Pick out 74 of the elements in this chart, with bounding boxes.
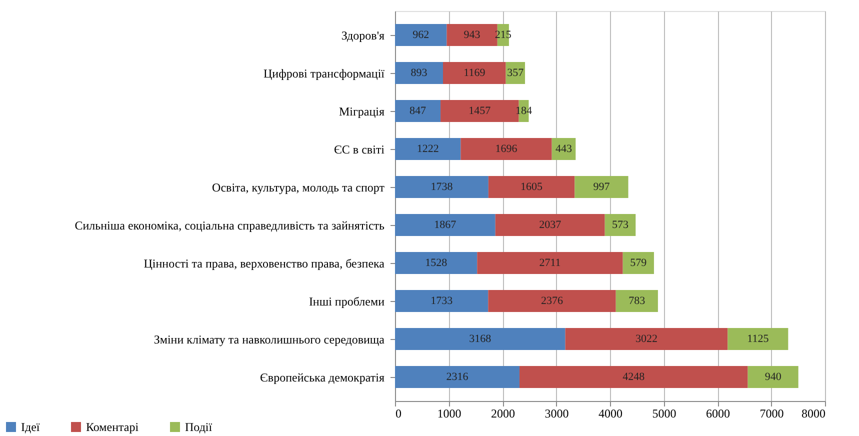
bar [395,138,461,160]
bar [477,252,623,274]
data-label: 2037 [539,219,562,231]
y-tick-label: Зміни клімату та навколишнього середовища [154,332,386,346]
bar [395,252,478,274]
x-tick-label: 5000 [652,406,676,420]
x-tick-label: 8000 [802,406,826,420]
bar [395,290,488,312]
data-label: 579 [630,257,648,269]
y-tick-label: Інші проблеми [308,294,386,308]
y-tick-label: Цінності та права, верховенство права, безпека [144,256,386,270]
data-label: 1457 [468,105,492,117]
bar [574,176,628,198]
bar [443,62,506,84]
y-tick-label: Цифрові трансформації [264,66,386,80]
bar [565,328,728,350]
data-label: 1528 [425,257,448,269]
bar [604,214,636,236]
y-tick-label: Європейська демократія [260,370,385,384]
bar [395,62,443,84]
x-tick-label: 1000 [437,406,462,420]
data-label: 1733 [430,295,454,307]
bar [395,176,488,198]
data-label: 893 [410,67,428,79]
data-label: 1738 [430,181,454,193]
data-label: 1696 [495,143,518,155]
legend-label: Події [185,420,213,434]
data-label: 1169 [464,67,486,79]
y-tick-label: Міграція [338,104,385,118]
bar [395,24,447,46]
data-label: 943 [464,29,481,41]
x-tick-label: 7000 [760,406,784,420]
data-label: 2711 [539,257,561,269]
bar [395,366,520,388]
bar [488,176,575,198]
legend-label: Коментарі [86,420,140,434]
y-tick-label: Сильніша економіка, соціальна справедливість та зайнятість [74,218,386,232]
legend-label: Ідеї [21,420,40,434]
bar [519,366,748,388]
data-label: 1222 [416,143,439,155]
data-label: 1605 [520,181,544,193]
bar [728,328,788,350]
data-label: 962 [412,29,430,41]
y-tick-label: Освіта, культура, молодь та спорт [212,180,386,194]
bar [622,252,654,274]
data-label: 443 [556,143,572,155]
data-label: 3022 [635,333,658,345]
bar [395,328,566,350]
data-label: 357 [507,67,524,79]
bar [395,214,496,236]
bar [395,100,441,122]
bar [488,290,616,312]
data-label: 3168 [469,333,492,345]
data-label: 573 [612,219,629,231]
y-tick-label: ЄС в світі [334,142,386,156]
bar [616,290,658,312]
y-tick-label: Здоров'я [341,28,385,42]
x-tick-label: 3000 [544,406,569,420]
data-label: 1867 [434,219,457,231]
bar [460,138,552,160]
x-tick-label: 0 [396,406,402,420]
data-label: 1125 [747,333,770,345]
data-label: 940 [764,371,782,383]
data-label: 847 [410,105,427,117]
x-tick-label: 2000 [491,406,515,420]
bar [748,366,798,388]
data-label: 2376 [541,295,564,307]
data-label: 783 [628,295,646,307]
data-label: 997 [593,181,610,193]
x-tick-label: 6000 [706,406,730,420]
data-label: 2316 [446,371,469,383]
x-tick-label: 4000 [598,406,622,420]
data-label: 4248 [622,371,646,383]
bar [495,214,605,236]
